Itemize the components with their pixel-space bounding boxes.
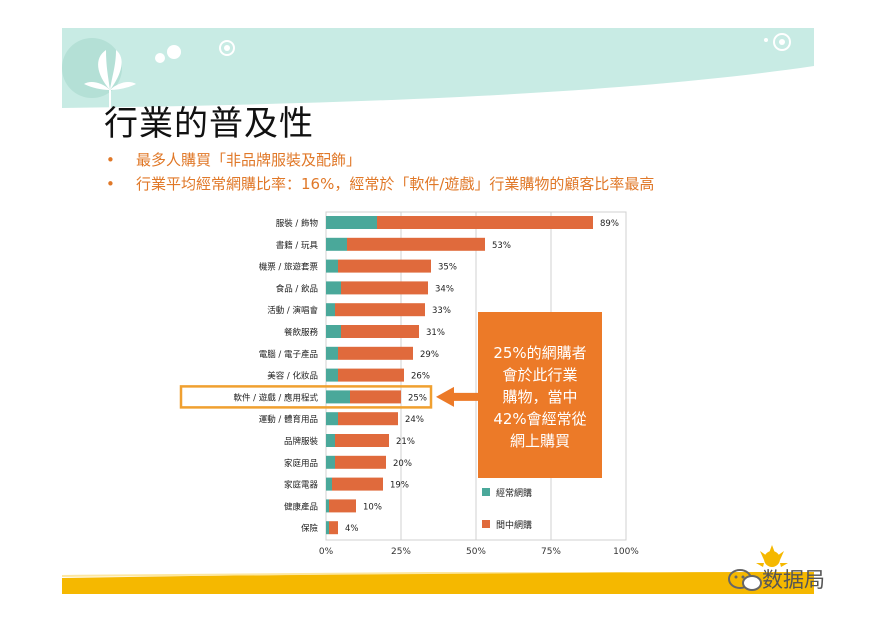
callout-text: 網上購買 <box>510 432 570 450</box>
bar-occasional <box>338 346 413 360</box>
sun-flower-icon <box>756 545 788 567</box>
watermark-logo <box>728 545 788 591</box>
category-label: 餐飲服務 <box>284 327 319 338</box>
callout-arrow-icon <box>436 386 478 407</box>
header-banner <box>62 28 814 110</box>
bullet-list: • 最多人購買「非品牌服裝及配飾」 • 行業平均經常網購比率：16%，經常於「軟件/… <box>106 148 654 196</box>
category-label: 軟件 / 遊戲 / 應用程式 <box>233 392 318 403</box>
category-label: 家庭用品 <box>284 458 318 469</box>
data-label: 10% <box>363 502 382 512</box>
bullet-text: 行業平均經常網購比率：16%，經常於「軟件/遊戲」行業購物的顧客比率最高 <box>136 175 655 193</box>
data-label: 25% <box>408 393 427 403</box>
bar-occasional <box>338 412 398 426</box>
bullet-text: 最多人購買「非品牌服裝及配飾」 <box>136 151 362 169</box>
bar-occasional <box>329 521 338 535</box>
category-label: 服裝 / 飾物 <box>276 218 319 229</box>
category-label: 機票 / 旅遊套票 <box>259 262 319 273</box>
bar-occasional <box>329 499 356 513</box>
bar-occasional <box>350 390 401 404</box>
legend-label: 間中網購 <box>496 519 532 531</box>
category-label: 書籍 / 玩具 <box>276 240 319 251</box>
bar-frequent <box>326 346 338 360</box>
x-tick-label: 100% <box>613 547 639 557</box>
callout-box <box>478 312 602 478</box>
bullet-dot-icon: • <box>106 175 115 193</box>
x-tick-label: 75% <box>541 547 561 557</box>
bar-occasional <box>338 259 431 273</box>
footer-band <box>62 572 814 594</box>
callout-text: 會於此行業 <box>502 366 577 384</box>
data-label: 4% <box>345 524 359 534</box>
watermark-text: 数据局 <box>762 568 825 592</box>
bar-frequent <box>326 237 347 251</box>
data-label: 19% <box>390 481 409 491</box>
data-label: 89% <box>600 219 619 229</box>
lily-flower-icon <box>84 50 136 110</box>
bar-frequent <box>326 434 335 447</box>
category-label: 電腦 / 電子產品 <box>259 349 318 360</box>
bar-occasional <box>341 281 428 295</box>
bar-frequent <box>326 412 338 426</box>
x-tick-label: 0% <box>319 547 334 557</box>
category-label: 健康產品 <box>284 501 318 512</box>
bar-frequent <box>326 455 335 469</box>
x-tick-label: 25% <box>391 547 411 557</box>
bar-frequent <box>326 368 338 382</box>
category-label: 保險 <box>301 523 319 534</box>
data-label: 20% <box>393 459 412 469</box>
data-label: 53% <box>492 241 511 251</box>
category-label: 家庭電器 <box>284 480 319 491</box>
bullet-item: • 最多人購買「非品牌服裝及配飾」 <box>106 148 654 172</box>
bar-frequent <box>326 521 329 535</box>
category-label: 食品 / 飲品 <box>276 283 318 294</box>
callout-text: 42%會經常從 <box>493 410 586 428</box>
callout-text: 25%的網購者 <box>493 344 586 362</box>
data-label: 35% <box>438 263 457 273</box>
page-title: 行業的普及性 <box>104 104 314 144</box>
data-label: 21% <box>396 437 415 447</box>
bar-frequent <box>326 325 341 338</box>
bar-frequent <box>326 499 329 513</box>
data-label: 34% <box>435 284 454 294</box>
wechat-icon <box>728 569 762 591</box>
x-tick-label: 50% <box>466 547 486 557</box>
bullet-item: • 行業平均經常網購比率：16%，經常於「軟件/遊戲」行業購物的顧客比率最高 <box>106 172 654 196</box>
bar-occasional <box>347 237 485 251</box>
bar-frequent <box>326 477 332 491</box>
category-label: 品牌服裝 <box>284 436 319 447</box>
legend-swatch <box>482 520 490 528</box>
legend-swatch <box>482 488 490 496</box>
bar-occasional <box>335 455 386 469</box>
bar-occasional <box>341 325 419 338</box>
bar-frequent <box>326 303 335 317</box>
category-label: 運動 / 體育用品 <box>259 414 318 425</box>
data-label: 33% <box>432 306 451 316</box>
bar-frequent <box>326 281 341 295</box>
bar-occasional <box>335 434 389 447</box>
legend-label: 經常網購 <box>496 487 532 499</box>
bar-occasional <box>332 477 383 491</box>
bar-occasional <box>335 303 425 317</box>
category-label: 美容 / 化妝品 <box>267 371 318 382</box>
bar-occasional <box>338 368 404 382</box>
data-label: 29% <box>420 350 439 360</box>
callout-text: 購物，當中 <box>502 388 577 406</box>
highlight-box <box>179 385 433 409</box>
data-label: 31% <box>426 328 445 338</box>
data-label: 24% <box>405 415 424 425</box>
bar-occasional <box>377 216 593 229</box>
bar-frequent <box>326 390 350 404</box>
data-label: 26% <box>411 372 430 382</box>
category-label: 活動 / 演唱會 <box>267 305 318 316</box>
bullet-dot-icon: • <box>106 151 115 169</box>
bar-frequent <box>326 259 338 273</box>
bar-frequent <box>326 216 377 229</box>
